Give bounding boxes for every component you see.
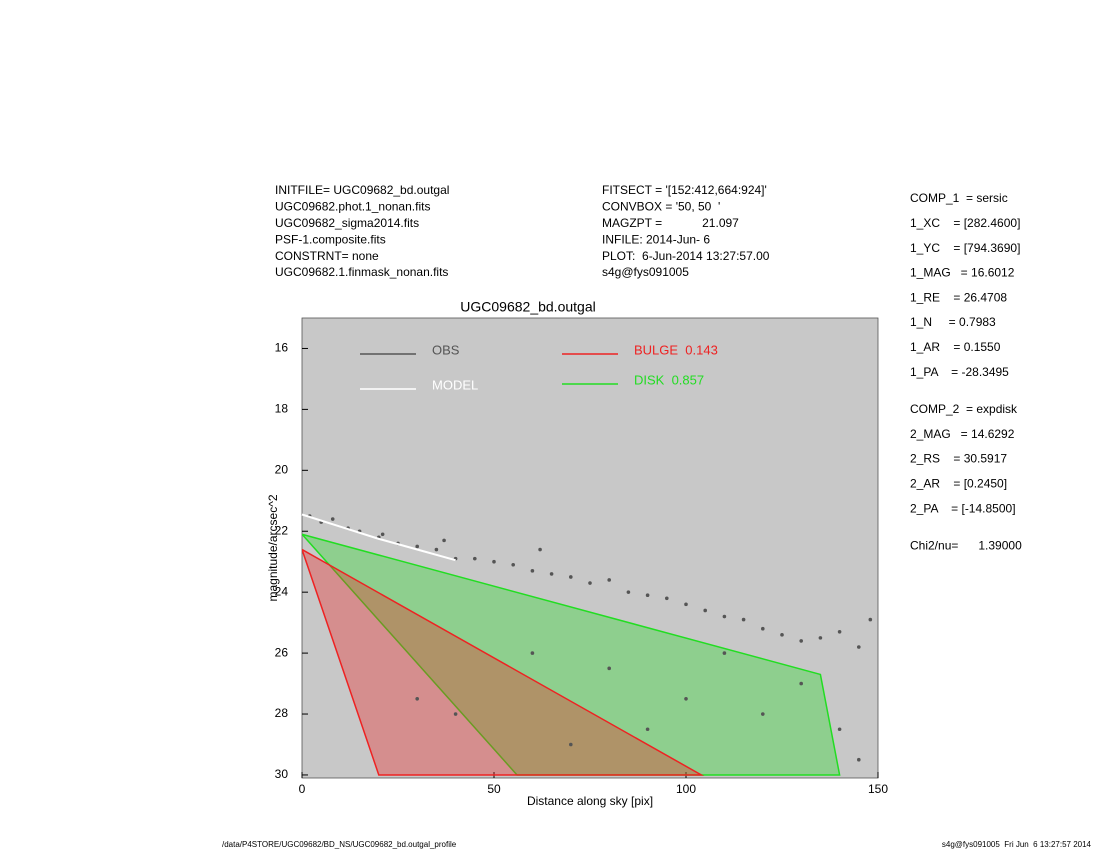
y-tick-label: 28 — [275, 706, 289, 720]
param-line: COMP_1 = sersic — [910, 191, 1008, 205]
y-tick-label: 24 — [275, 584, 289, 598]
param-line: 2_RS = 30.5917 — [910, 452, 1007, 466]
obs-point — [857, 645, 861, 649]
param-line: COMP_2 = expdisk — [910, 402, 1018, 416]
footer-right: s4g@fys091005 Fri Jun 6 13:27:57 2014 — [942, 840, 1092, 849]
component-region — [302, 548, 705, 776]
y-axis-label: magnitude/arcsec^2 — [266, 494, 280, 601]
header-left-line: INITFILE= UGC09682_bd.outgal — [275, 183, 449, 197]
legend-label: DISK 0.857 — [634, 372, 704, 387]
plot-area — [301, 317, 879, 779]
obs-point — [538, 547, 542, 552]
y-tick-label: 20 — [275, 462, 289, 476]
obs-point — [703, 608, 707, 613]
legend-label: BULGE 0.143 — [634, 342, 718, 357]
obs-point — [761, 712, 765, 716]
obs-point — [799, 681, 803, 686]
header-left-line: UGC09682_sigma2014.fits — [275, 216, 419, 230]
x-tick-label: 100 — [676, 782, 696, 796]
param-line: 1_PA = -28.3495 — [910, 365, 1009, 379]
header-left-line: UGC09682.1.finmask_nonan.fits — [275, 265, 448, 279]
obs-point — [607, 578, 611, 582]
obs-point — [434, 547, 439, 552]
obs-point — [453, 712, 458, 716]
y-tick-label: 18 — [275, 402, 289, 416]
header-left-line: UGC09682.phot.1_nonan.fits — [275, 200, 430, 214]
header-middle-line: CONVBOX = '50, 50 ' — [602, 200, 720, 214]
header-middle-line: MAGZPT = 21.097 — [602, 216, 739, 230]
obs-point — [645, 593, 650, 598]
obs-point — [330, 517, 335, 521]
obs-point — [741, 617, 746, 622]
obs-point — [473, 556, 477, 561]
param-line: 1_N = 0.7983 — [910, 315, 996, 329]
param-line: 1_YC = [794.3690] — [910, 241, 1020, 255]
legend-label: OBS — [432, 342, 460, 357]
param-line: 2_AR = [0.2450] — [910, 476, 1007, 490]
obs-point — [442, 538, 446, 543]
x-tick-label: 50 — [487, 782, 501, 796]
obs-point — [780, 633, 784, 637]
obs-point — [818, 636, 823, 640]
legend-label: MODEL — [432, 377, 478, 392]
obs-point — [761, 626, 765, 631]
header-middle-line: s4g@fys091005 — [602, 265, 689, 279]
obs-point — [857, 757, 861, 762]
obs-point — [837, 727, 842, 732]
header-middle-line: INFILE: 2014-Jun- 6 — [602, 232, 710, 246]
obs-point — [722, 651, 727, 655]
header-middle-line: PLOT: 6-Jun-2014 13:27:57.00 — [602, 249, 770, 263]
y-tick-label: 30 — [275, 767, 289, 781]
obs-point — [569, 742, 573, 747]
header-left-line: PSF-1.composite.fits — [275, 232, 386, 246]
y-tick-label: 16 — [275, 341, 289, 355]
param-line: 1_AR = 0.1550 — [910, 340, 1001, 354]
obs-point — [415, 544, 420, 549]
obs-point — [868, 617, 873, 622]
param-line: 1_MAG = 16.6012 — [910, 266, 1015, 280]
chart-title: UGC09682_bd.outgal — [460, 299, 595, 315]
x-tick-label: 0 — [299, 782, 306, 796]
x-axis-label: Distance along sky [pix] — [527, 794, 653, 808]
obs-point — [607, 666, 611, 671]
y-tick-label: 22 — [275, 523, 289, 537]
obs-point — [837, 629, 842, 634]
obs-point — [684, 602, 688, 607]
obs-point — [492, 559, 496, 564]
obs-point — [684, 696, 688, 701]
header-middle-line: FITSECT = '[152:412,664:924]' — [602, 183, 767, 197]
obs-point — [588, 581, 592, 585]
obs-point — [530, 569, 535, 573]
model-line — [301, 513, 456, 562]
obs-point — [799, 639, 803, 643]
obs-point — [569, 575, 573, 579]
obs-point — [415, 696, 420, 701]
param-line: 2_MAG = 14.6292 — [910, 427, 1015, 441]
obs-point — [626, 590, 631, 594]
header-left-line: CONSTRNT= none — [275, 249, 379, 263]
obs-point — [380, 532, 385, 537]
y-tick-label: 26 — [275, 645, 289, 659]
param-line: 1_XC = [282.4600] — [910, 216, 1020, 230]
obs-point — [549, 572, 554, 576]
param-line: Chi2/nu= 1.39000 — [910, 539, 1022, 553]
obs-point — [665, 596, 669, 601]
obs-point — [722, 614, 727, 619]
param-line: 2_PA = [-14.8500] — [910, 501, 1016, 515]
obs-point — [645, 727, 650, 732]
obs-point — [511, 562, 515, 567]
x-tick-label: 150 — [868, 782, 888, 796]
component-region — [302, 533, 841, 776]
footer-left: /data/P4STORE/UGC09682/BD_NS/UGC09682_bd… — [222, 840, 457, 849]
obs-point — [530, 651, 535, 655]
param-line: 1_RE = 26.4708 — [910, 290, 1007, 304]
